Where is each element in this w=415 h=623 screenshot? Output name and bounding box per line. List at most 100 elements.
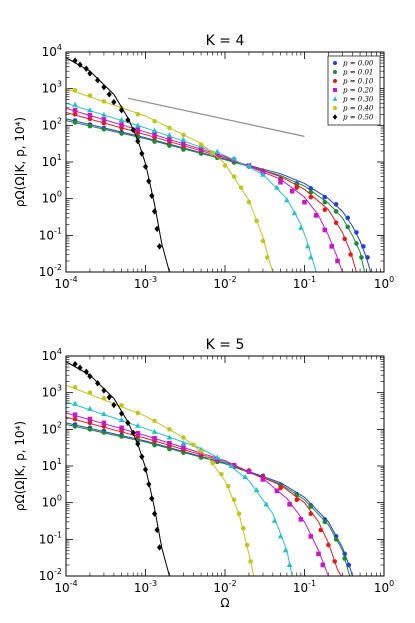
data-point — [152, 435, 157, 441]
data-point — [294, 497, 300, 503]
data-point — [332, 559, 338, 564]
data-point — [302, 199, 307, 205]
data-point — [322, 194, 328, 200]
legend-marker — [333, 79, 337, 83]
data-point — [101, 420, 107, 426]
data-point — [72, 424, 78, 429]
data-point — [87, 116, 93, 122]
data-point — [152, 139, 157, 144]
fit-curve — [66, 361, 170, 576]
data-point — [72, 111, 78, 117]
data-point — [181, 141, 186, 146]
data-point — [198, 142, 204, 147]
data-point — [87, 390, 93, 395]
data-point — [167, 427, 172, 432]
data-point — [134, 422, 141, 428]
data-point — [111, 98, 117, 106]
data-point — [146, 177, 152, 185]
data-point — [322, 227, 328, 233]
data-point — [87, 70, 93, 77]
chart-2: K = 5 10-4 10-3 10-2 10-1 100 10-2 10-1 100 101 10… — [13, 337, 394, 610]
data-point — [135, 410, 141, 416]
plot-frame — [65, 51, 385, 273]
data-point — [345, 224, 351, 230]
data-point — [151, 428, 158, 434]
data-point — [241, 525, 246, 531]
data-point — [118, 416, 125, 422]
y-tick-label: 102 — [42, 420, 62, 436]
x-axis-label: Ω — [220, 596, 229, 610]
data-point — [151, 208, 158, 215]
y-tick-label: 103 — [42, 80, 62, 96]
fit-curve — [66, 57, 170, 272]
x-tick-label: 10-3 — [134, 275, 157, 291]
data-point — [72, 416, 78, 422]
data-point — [72, 400, 78, 406]
data-point — [225, 483, 231, 489]
data-point — [152, 418, 157, 424]
data-point — [142, 466, 149, 473]
data-point — [77, 364, 83, 371]
legend: p = 0.00p = 0.01p = 0.10p = 0.20p = 0.30… — [327, 55, 381, 126]
data-point — [298, 517, 304, 522]
data-point — [152, 442, 157, 448]
legend-label: p = 0.01 — [343, 69, 373, 77]
fit-curve — [66, 102, 317, 272]
data-point — [101, 396, 107, 401]
data-point — [346, 562, 352, 568]
legend-marker — [333, 61, 337, 65]
x-tick-label: 10-4 — [54, 275, 77, 291]
y-tick-label: 104 — [42, 347, 62, 363]
y-tick-label: 10-2 — [39, 263, 62, 279]
series-p-0-00 — [66, 422, 353, 576]
legend-label: p = 0.40 — [343, 105, 374, 113]
data-point — [151, 127, 158, 133]
data-point — [298, 224, 304, 230]
data-point — [294, 185, 300, 190]
data-point — [246, 162, 252, 168]
data-point — [260, 238, 266, 244]
data-point — [238, 185, 244, 190]
series-p-0-40 — [66, 384, 255, 576]
data-point — [118, 116, 125, 122]
y-tick-label: 10-1 — [39, 530, 62, 546]
data-point — [87, 405, 93, 411]
y-tick-label: 10-2 — [39, 567, 62, 583]
data-point — [72, 101, 78, 107]
data-point — [152, 132, 157, 137]
data-point — [167, 136, 172, 142]
data-point — [156, 544, 163, 551]
data-point — [342, 236, 347, 242]
data-point — [87, 416, 93, 422]
x-tick-label: 10-3 — [134, 579, 157, 595]
data-point — [83, 368, 89, 376]
data-point — [167, 446, 172, 452]
data-point — [149, 192, 155, 199]
data-point — [254, 218, 259, 224]
data-point — [322, 199, 328, 205]
data-point — [308, 504, 314, 509]
plot-frame — [65, 355, 385, 577]
data-point — [359, 255, 364, 260]
legend-label: p = 0.30 — [343, 96, 374, 104]
data-point — [308, 511, 314, 517]
data-point — [167, 125, 172, 131]
data-point — [260, 171, 266, 177]
data-point — [106, 394, 112, 401]
data-point — [326, 542, 331, 548]
fit-curve — [66, 107, 343, 272]
data-point — [87, 373, 93, 380]
data-point — [242, 474, 249, 480]
data-point — [154, 526, 160, 534]
y-axis-label: ρΩ(Ω|K, p, 10⁴) — [13, 117, 27, 207]
legend-label: p = 0.20 — [343, 87, 374, 95]
data-point — [119, 425, 124, 431]
data-point — [72, 412, 78, 418]
x-tick-label: 10-4 — [54, 579, 77, 595]
data-point — [119, 131, 124, 136]
series-p-0-50 — [66, 57, 170, 272]
data-point — [181, 445, 186, 450]
x-tick-label: 100 — [374, 275, 394, 291]
legend-marker — [332, 96, 338, 101]
data-point — [244, 542, 250, 548]
